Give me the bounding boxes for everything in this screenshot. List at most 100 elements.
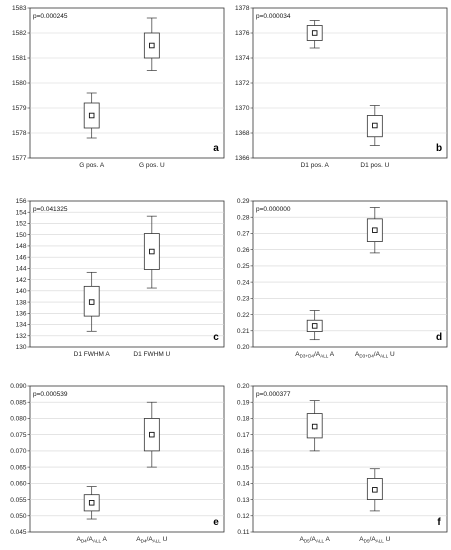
- p-value-annotation: p=0.000000: [256, 206, 291, 213]
- y-tick-label: 1372: [235, 80, 250, 87]
- p-value-annotation: p=0.041325: [33, 206, 68, 213]
- chart-panel-a: 1577 1578 1579 1580 1581 1582 1583 p=0.000245 a G…: [12, 5, 225, 169]
- y-tick-label: 0.055: [10, 497, 27, 504]
- x-category-label: AD4/AALL U: [136, 536, 167, 544]
- box-2: [143, 17, 160, 71]
- category-label-part: A: [324, 536, 330, 543]
- box-1: [83, 486, 100, 520]
- y-tick-label: 0.17: [237, 432, 250, 439]
- y-tick-label: 1583: [12, 5, 27, 12]
- y-tick-label: 1580: [12, 80, 27, 87]
- y-tick-label: 1579: [12, 105, 27, 112]
- mean-marker: [311, 323, 318, 329]
- p-value-annotation: p=0.000034: [256, 13, 291, 20]
- category-label-part: D5: [364, 539, 370, 544]
- y-tick-label: 136: [16, 311, 27, 318]
- category-label-part: ALL: [320, 354, 329, 359]
- y-tick-label: 134: [16, 322, 27, 329]
- y-tick-label: 150: [16, 232, 27, 239]
- x-category-label: AD4/AALL A: [77, 536, 108, 544]
- x-category-label: D1 pos. A: [301, 162, 330, 169]
- category-label-part: A: [300, 536, 305, 543]
- category-label-part: D4: [141, 539, 147, 544]
- y-tick-label: 0.16: [237, 448, 250, 455]
- box-2: [366, 105, 383, 146]
- y-tick-label: 0.075: [10, 432, 27, 439]
- y-tick-label: 1370: [235, 105, 250, 112]
- box-2: [143, 401, 160, 468]
- y-tick-label: 138: [16, 299, 27, 306]
- category-label-part: U: [384, 536, 391, 543]
- chart-panel-b: 1366 1368 1370 1372 1374 1376 1378 p=0.000034 b D…: [235, 5, 448, 169]
- chart-panel-f: 0.11 0.12 0.13 0.14 0.15 0.16 0.17 0.18 0.19 0.20…: [237, 383, 448, 544]
- y-tick-label: 142: [16, 277, 27, 284]
- y-tick-label: 0.26: [237, 247, 250, 254]
- x-category-label: AD5/AALL A: [300, 536, 331, 544]
- x-category-label: D1 FWHM A: [74, 351, 111, 358]
- x-category-label: AD3+D4/AALL A: [295, 351, 335, 359]
- y-tick-label: 0.21: [237, 328, 250, 335]
- plot-frame: [252, 200, 448, 348]
- category-label-part: A: [355, 351, 360, 358]
- y-tick-label: 0.20: [237, 344, 250, 351]
- y-tick-label: 1578: [12, 130, 27, 137]
- mean-marker: [149, 248, 155, 255]
- y-tick-label: 152: [16, 221, 27, 228]
- y-tick-label: 1376: [235, 30, 250, 37]
- y-tick-label: 0.13: [237, 497, 250, 504]
- p-value-annotation: p=0.000377: [256, 391, 291, 398]
- y-tick-label: 0.070: [10, 448, 27, 455]
- y-tick-label: 140: [16, 288, 27, 295]
- panel-label: f: [437, 517, 441, 528]
- plot-frame: [252, 385, 448, 533]
- category-label-part: /A: [370, 536, 377, 543]
- y-tick-label: 1577: [12, 155, 27, 162]
- category-label-part: U: [161, 536, 168, 543]
- box-2: [366, 207, 383, 254]
- y-tick-label: 0.25: [237, 263, 250, 270]
- y-tick-label: 1581: [12, 55, 27, 62]
- mean-marker: [311, 30, 318, 36]
- box-1: [83, 92, 100, 139]
- y-tick-label: 0.045: [10, 529, 27, 536]
- panel-label: a: [213, 143, 219, 154]
- chart-panel-d: 0.20 0.21 0.22 0.23 0.24 0.25 0.26 0.27 0.28 0.29…: [237, 198, 448, 359]
- category-label-part: /A: [374, 351, 381, 358]
- box-2: [366, 468, 383, 512]
- panel-label: d: [436, 332, 442, 343]
- y-tick-label: 0.050: [10, 513, 27, 520]
- y-tick-label: 0.11: [237, 529, 250, 536]
- p-value-annotation: p=0.000539: [33, 391, 68, 398]
- x-category-label: AD3+D4/AALL U: [355, 351, 395, 359]
- x-category-label: D1 pos. U: [360, 162, 389, 169]
- panel-label: c: [213, 332, 219, 343]
- mean-marker: [372, 487, 378, 493]
- y-tick-label: 132: [16, 333, 27, 340]
- category-label-part: /A: [310, 536, 317, 543]
- y-tick-label: 1374: [235, 55, 250, 62]
- plot-frame: [29, 200, 225, 348]
- mean-marker: [88, 299, 95, 305]
- y-tick-label: 156: [16, 198, 27, 205]
- y-tick-label: 148: [16, 243, 27, 250]
- category-label-part: /A: [87, 536, 94, 543]
- mean-marker: [311, 423, 318, 430]
- y-tick-label: 0.060: [10, 481, 27, 488]
- category-label-part: D4: [81, 539, 87, 544]
- x-category-label: G pos. U: [139, 162, 165, 169]
- mean-marker: [88, 112, 95, 119]
- y-tick-label: 0.20: [237, 383, 250, 390]
- category-label-part: D3+D4: [359, 354, 374, 359]
- y-tick-label: 0.12: [237, 513, 250, 520]
- box-1: [306, 400, 323, 452]
- category-label-part: ALL: [376, 539, 385, 544]
- mean-marker: [372, 227, 378, 233]
- category-label-part: ALL: [93, 539, 102, 544]
- y-tick-label: 0.23: [237, 296, 250, 303]
- y-tick-label: 144: [16, 266, 27, 273]
- y-tick-label: 130: [16, 344, 27, 351]
- y-tick-label: 0.090: [10, 383, 27, 390]
- panel-label: b: [436, 143, 442, 154]
- x-category-label: AD5/AALL U: [359, 536, 390, 544]
